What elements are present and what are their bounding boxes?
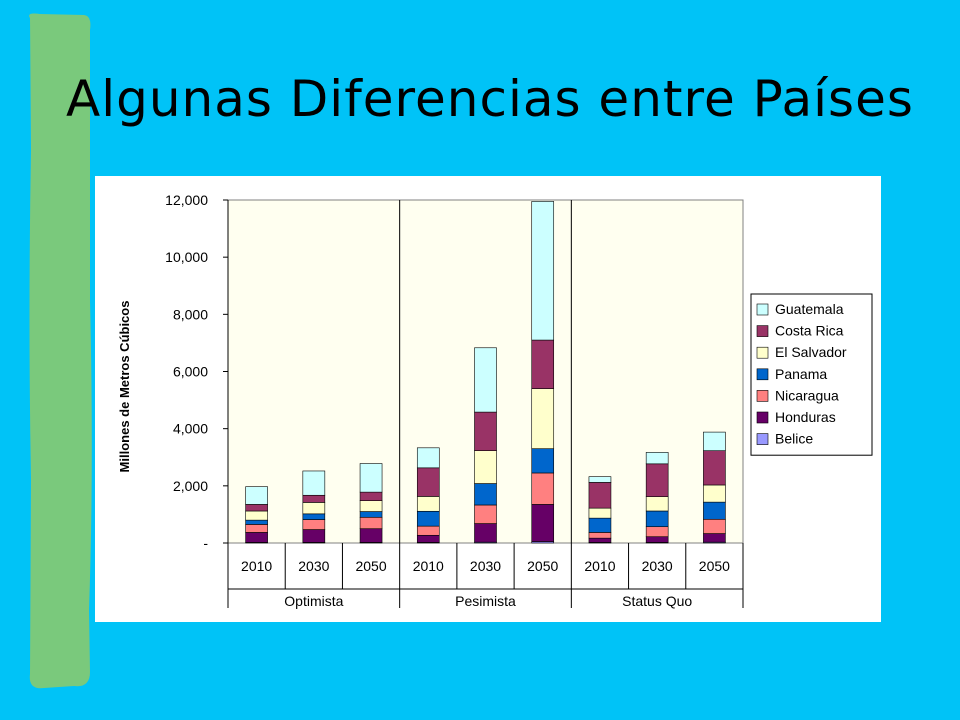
- bar-segment: [416, 534, 440, 543]
- y-tick-label: 10,000: [165, 249, 208, 265]
- bar-segment: [474, 450, 497, 484]
- bar-segment: [703, 484, 726, 503]
- bar-segment: [588, 517, 612, 533]
- bar-segment: [531, 448, 555, 474]
- bar-segment: [645, 463, 669, 497]
- y-tick-label: 4,000: [173, 421, 208, 437]
- legend-swatch: [756, 325, 769, 337]
- legend-swatch: [756, 303, 769, 316]
- y-tick-label: 8,000: [173, 306, 208, 322]
- decorative-stripe: [29, 13, 92, 689]
- legend-swatch: [756, 390, 769, 402]
- bar-segment: [645, 526, 669, 538]
- legend-label: El Salvador: [775, 344, 847, 360]
- x-tick-label: 2050: [355, 558, 386, 574]
- bar-segment: [703, 533, 726, 543]
- bar-segment: [245, 504, 268, 512]
- bar-segment: [645, 510, 669, 528]
- bar-segment: [245, 486, 268, 505]
- bar-segment: [359, 516, 383, 530]
- bar-segment: [302, 494, 326, 503]
- x-tick-label: 2030: [470, 558, 501, 574]
- stacked-bar-chart: - 2,000 4,000 6,000 8,000 10,000 12,000 Millone…: [117, 192, 873, 609]
- bar-segment: [645, 496, 669, 512]
- legend-label: Panama: [775, 366, 827, 382]
- y-tick-label: -: [203, 535, 208, 551]
- legend-label: Guatemala: [775, 301, 844, 317]
- legend-swatch: [756, 411, 769, 424]
- bar-segment: [531, 504, 555, 542]
- bar-segment: [703, 501, 726, 520]
- bar-segment: [474, 523, 497, 543]
- x-tick-label: 2030: [642, 558, 673, 574]
- group-label: Pesimista: [455, 593, 516, 609]
- bar-segment: [245, 532, 268, 543]
- y-tick-label: 2,000: [173, 478, 208, 494]
- bar-segment: [645, 536, 669, 543]
- legend-label: Costa Rica: [775, 323, 844, 339]
- bar-segment: [416, 447, 440, 469]
- bar-segment: [531, 472, 555, 505]
- bar-segment: [588, 537, 612, 543]
- bar-segment: [245, 524, 268, 533]
- bar-segment: [416, 496, 440, 512]
- bar-segment: [588, 482, 612, 509]
- group-label: Status Quo: [622, 593, 692, 609]
- bar-segment: [416, 525, 440, 536]
- bar-segment: [302, 529, 326, 543]
- y-tick-label: 12,000: [165, 192, 208, 208]
- group-label: Optimista: [284, 593, 343, 609]
- bar-segment: [302, 502, 326, 515]
- bar-segment: [531, 201, 555, 341]
- bar-segment: [359, 463, 383, 493]
- bar-segment: [474, 483, 497, 506]
- bar-segment: [416, 467, 440, 497]
- legend-swatch: [756, 433, 769, 445]
- y-axis-title: Millones de Metros Cúbicos: [117, 301, 132, 473]
- slide-title: Algunas Diferencias entre Países: [66, 70, 914, 128]
- legend-label: Honduras: [775, 409, 836, 425]
- bar-segment: [645, 452, 669, 465]
- bar-segment: [474, 347, 497, 413]
- bar-segment: [302, 513, 326, 520]
- y-tick-label: 6,000: [173, 364, 208, 380]
- bar-segment: [474, 411, 497, 451]
- bar-segment: [474, 504, 497, 524]
- legend-label: Belice: [775, 431, 813, 447]
- bar-segment: [588, 532, 612, 539]
- x-tick-label: 2010: [584, 558, 615, 574]
- bar-segment: [703, 518, 726, 534]
- bar-segment: [588, 507, 612, 519]
- x-tick-label: 2050: [527, 558, 558, 574]
- x-tick-label: 2010: [413, 558, 444, 574]
- legend-box: [750, 293, 873, 456]
- bar-segment: [245, 510, 268, 521]
- bar-segment: [531, 339, 555, 389]
- bar-segment: [359, 511, 383, 518]
- bar-segment: [359, 491, 383, 501]
- bar-segment: [531, 388, 555, 449]
- bar-segment: [703, 450, 726, 486]
- bar-segment: [588, 476, 612, 483]
- x-tick-label: 2050: [699, 558, 730, 574]
- legend-swatch: [756, 368, 769, 381]
- x-tick-label: 2030: [298, 558, 329, 574]
- bar-segment: [416, 510, 440, 527]
- chart-panel: - 2,000 4,000 6,000 8,000 10,000 12,000 Millone…: [95, 176, 881, 622]
- bar-segment: [245, 519, 268, 525]
- bar-segment: [359, 500, 383, 512]
- bar-segment: [302, 519, 326, 530]
- bar-segment: [359, 528, 383, 543]
- bar-segment: [703, 431, 726, 451]
- legend-swatch: [756, 346, 769, 359]
- legend-label: Nicaragua: [775, 387, 839, 403]
- x-tick-label: 2010: [241, 558, 272, 574]
- bar-segment: [302, 470, 326, 496]
